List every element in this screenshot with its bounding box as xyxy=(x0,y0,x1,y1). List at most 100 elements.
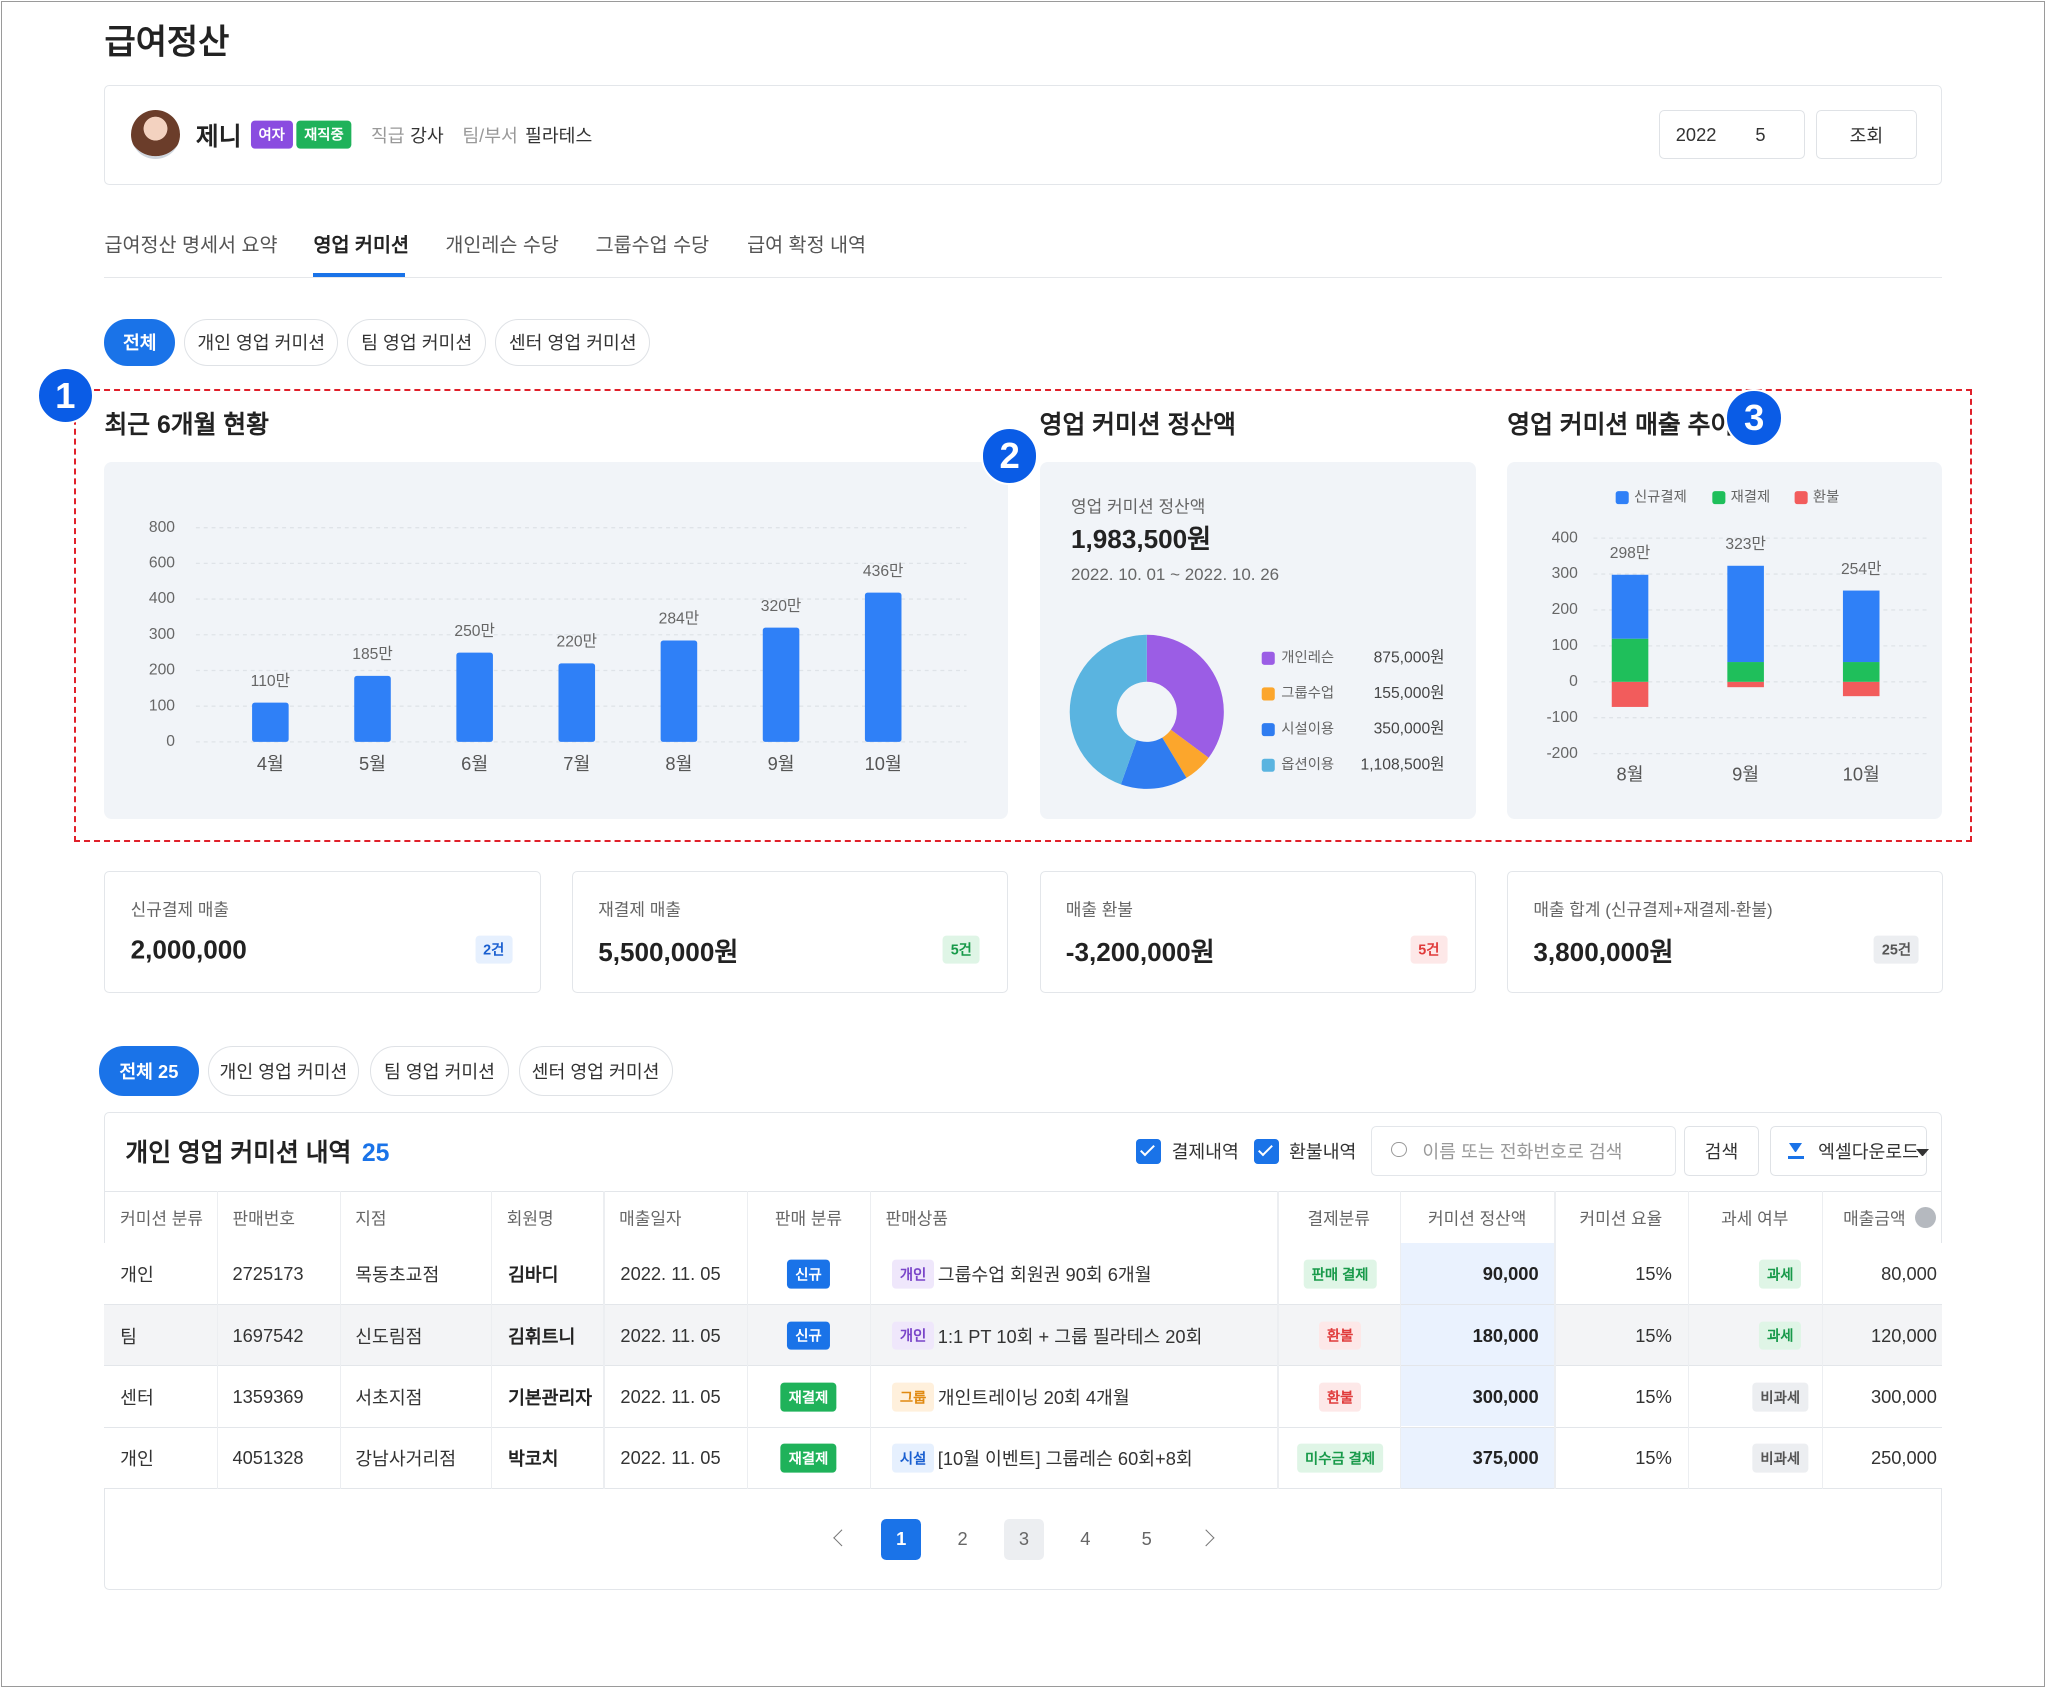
tab[interactable]: 개인레슨 수당 xyxy=(445,234,559,257)
list-filter-chip[interactable]: 팀 영업 커미션 xyxy=(369,1046,510,1096)
column-header: 판매 분류 xyxy=(774,1209,843,1229)
badge: 비과세 xyxy=(1752,1382,1808,1412)
summary-label: 신규결제 매출 xyxy=(130,900,229,920)
total-value: 1,983,500원 xyxy=(1071,523,1212,554)
column-header: 판매상품 xyxy=(885,1209,948,1229)
table-title-text: 개인 영업 커미션 내역 xyxy=(125,1139,352,1167)
table-title: 개인 영업 커미션 내역 25 xyxy=(125,1133,389,1169)
table-row xyxy=(104,1243,1943,1305)
column-header: 커미션 분류 xyxy=(120,1209,203,1229)
chart-panel xyxy=(104,462,1009,819)
cell: 2022. 11. 05 xyxy=(620,1263,721,1285)
search-input[interactable] xyxy=(1371,1125,1676,1176)
cell: [10월 이벤트] 그룹레슨 60회+8회 xyxy=(937,1448,1193,1470)
list-filter-chip[interactable]: 개인 영업 커미션 xyxy=(207,1046,360,1096)
column-divider xyxy=(339,1191,341,1489)
summary-label: 매출 합계 (신규결제+재결제-환불) xyxy=(1533,900,1773,920)
summary-count: 5건 xyxy=(1410,935,1448,964)
profile-card xyxy=(104,84,1943,186)
badge: 개인 xyxy=(892,1259,935,1289)
summary-card xyxy=(104,871,541,993)
marker: 2 xyxy=(980,427,1039,485)
cell: 300,000 xyxy=(1472,1385,1539,1407)
page-button[interactable]: 1 xyxy=(880,1519,922,1560)
cell: 15% xyxy=(1635,1385,1672,1407)
cell: 375,000 xyxy=(1472,1447,1539,1469)
badge: 미수금 결제 xyxy=(1297,1443,1383,1473)
column-header: 지점 xyxy=(355,1209,387,1229)
marker: 1 xyxy=(36,367,95,425)
column-header: 과세 여부 xyxy=(1721,1209,1789,1229)
help-icon xyxy=(1914,1206,1936,1228)
tab[interactable]: 급여정산 명세서 요약 xyxy=(104,234,278,257)
header-top xyxy=(104,1191,1943,1193)
filter-chip[interactable]: 팀 영업 커미션 xyxy=(347,318,486,366)
field-label: 팀/부서 xyxy=(462,124,518,146)
page-title: 급여정산 xyxy=(104,23,230,62)
cell: 2022. 11. 05 xyxy=(620,1324,721,1346)
member-name: 제니 xyxy=(195,123,242,151)
cell: 15% xyxy=(1635,1447,1672,1469)
page-button[interactable]: 5 xyxy=(1126,1519,1167,1560)
column-divider xyxy=(1554,1191,1556,1489)
cell: 개인 xyxy=(120,1448,154,1470)
badge: 재결제 xyxy=(780,1443,837,1473)
page-button[interactable]: 2 xyxy=(942,1519,983,1560)
tab[interactable]: 그룹수업 수당 xyxy=(595,234,710,257)
search-icon xyxy=(1391,1141,1407,1158)
total-title: 영업 커미션 정산액 xyxy=(1071,497,1206,517)
filter-chip[interactable]: 센터 영업 커미션 xyxy=(495,318,651,366)
summary-value: -3,200,000원 xyxy=(1065,936,1215,967)
chart-panel xyxy=(1507,462,1943,819)
checkbox[interactable] xyxy=(1136,1138,1162,1164)
column-header: 매출금액 xyxy=(1843,1209,1906,1229)
cell: 15% xyxy=(1635,1263,1672,1285)
column-header: 매출일자 xyxy=(619,1209,682,1229)
badge: 재결제 xyxy=(780,1382,837,1412)
search-button[interactable]: 검색 xyxy=(1683,1125,1760,1176)
cell: 2022. 11. 05 xyxy=(620,1385,721,1407)
cell: 80,000 xyxy=(1881,1263,1937,1285)
badge: 여자 xyxy=(250,120,293,149)
column-divider xyxy=(491,1191,493,1489)
cell: 기본관리자 xyxy=(508,1386,593,1408)
checkbox-label: 결제내역 xyxy=(1171,1140,1239,1162)
period: 2022. 10. 01 ~ 2022. 10. 26 xyxy=(1071,564,1280,584)
filter-chip[interactable]: 전체 xyxy=(104,318,175,366)
column-header: 결제분류 xyxy=(1307,1209,1370,1229)
column-divider xyxy=(1277,1191,1279,1489)
cell: 개인 xyxy=(120,1264,154,1286)
tab[interactable]: 영업 커미션 xyxy=(313,234,409,257)
month: 5 xyxy=(1755,123,1766,145)
table-row xyxy=(104,1366,1943,1428)
page-button[interactable]: 4 xyxy=(1065,1519,1106,1560)
download-icon xyxy=(1789,1142,1803,1152)
page-button[interactable]: 3 xyxy=(1003,1519,1045,1560)
checkbox[interactable] xyxy=(1253,1138,1279,1164)
summary-value: 3,800,000원 xyxy=(1533,936,1674,967)
badge: 시설 xyxy=(892,1443,935,1473)
tab[interactable]: 급여 확정 내역 xyxy=(747,234,867,257)
filter-chip[interactable]: 개인 영업 커미션 xyxy=(184,318,339,366)
summary-value: 2,000,000 xyxy=(130,934,247,965)
cell: 김휘트니 xyxy=(508,1325,576,1347)
search-button[interactable]: 조회 xyxy=(1815,109,1918,160)
tab-underline xyxy=(313,272,405,277)
list-filter-chip[interactable]: 센터 영업 커미션 xyxy=(518,1046,673,1096)
list-filter-chip[interactable]: 전체 25 xyxy=(99,1046,199,1096)
date-select[interactable] xyxy=(1658,109,1806,160)
checkbox-label: 환불내역 xyxy=(1289,1140,1357,1162)
cell: 15% xyxy=(1635,1324,1672,1346)
commission-cell xyxy=(1400,1427,1555,1488)
highlight-box xyxy=(74,389,1973,843)
cell: 강남사거리점 xyxy=(355,1448,457,1470)
badge: 과세 xyxy=(1759,1259,1802,1289)
cell: 4051328 xyxy=(232,1447,304,1469)
cell: 개인트레이닝 20회 4개월 xyxy=(937,1386,1130,1408)
cell: 김바디 xyxy=(508,1264,559,1286)
cell: 목동초교점 xyxy=(355,1264,440,1286)
field-value: 필라테스 xyxy=(525,124,593,146)
column-divider xyxy=(747,1191,749,1489)
